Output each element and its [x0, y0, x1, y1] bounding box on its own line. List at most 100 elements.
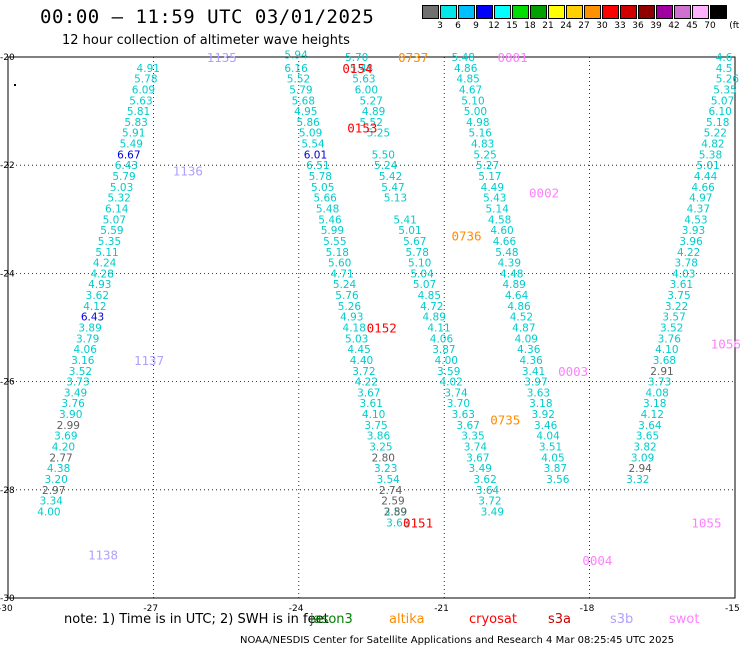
pass-number-label: 1136	[173, 164, 203, 179]
wave-height-value: 6.14	[105, 203, 129, 215]
wave-height-value: 4.05	[541, 452, 564, 464]
wave-height-value: 3.54	[376, 474, 400, 486]
wave-height-value: 3.49	[64, 387, 87, 399]
wave-height-value: 3.63	[386, 517, 409, 529]
wave-height-value: 3.09	[631, 452, 654, 464]
x-tick-label: -27	[143, 604, 158, 614]
wave-height-value: 5.91	[122, 128, 145, 140]
wave-height-value: 5.46	[318, 214, 342, 226]
wave-height-value: 5.05	[311, 182, 334, 194]
wave-height-value: 4.06	[430, 333, 454, 345]
wave-height-value: 4.60	[490, 225, 513, 237]
wave-height-value: 3.64	[476, 485, 500, 497]
wave-height-value: 4.00	[37, 506, 60, 518]
wave-height-value: 3.86	[367, 431, 391, 443]
wave-height-value: 5.18	[326, 247, 349, 259]
color-scale-unit: (ft)	[729, 21, 740, 31]
wave-height-value: 5.66	[313, 193, 337, 205]
wave-height-value: 3.68	[653, 355, 676, 367]
wave-height-value: 4.37	[687, 203, 710, 215]
pass-number-label: 1055	[691, 515, 721, 530]
pass-number-label: 0152	[367, 321, 397, 336]
wave-height-value: 4.85	[456, 74, 479, 86]
wave-height-value: 5.09	[299, 128, 322, 140]
wave-height-value: 3.51	[539, 442, 562, 454]
wave-height-value: 3.18	[643, 398, 666, 410]
wave-height-value: 3.82	[633, 442, 656, 454]
wave-height-value: 5.49	[120, 139, 143, 151]
wave-height-value: 5.11	[95, 247, 118, 259]
wave-height-value: 5.81	[127, 106, 150, 118]
wave-height-value: 4.38	[47, 463, 70, 475]
pass-number-label: 0153	[347, 120, 377, 135]
wave-height-value: 5.27	[476, 160, 499, 172]
wave-height-value: 4.48	[500, 268, 523, 280]
wave-height-value: 5.01	[696, 160, 719, 172]
color-scale-label: 42	[668, 21, 680, 31]
wave-height-value: 5.48	[452, 52, 475, 64]
wave-height-value: 4.95	[294, 106, 317, 118]
wave-height-value: 4.12	[641, 409, 664, 421]
pass-number-label: 0737	[398, 50, 428, 65]
wave-height-value: 3.34	[40, 496, 64, 508]
wave-height-value: 3.67	[456, 420, 479, 432]
pass-number-label: 0735	[490, 412, 520, 427]
wave-height-value: 5.83	[124, 117, 147, 129]
satellite-legend-jason3: jason3	[310, 612, 353, 627]
wave-height-value: 5.42	[379, 171, 402, 183]
wave-height-value: 2.59	[381, 496, 404, 508]
pass-number-label: 0001	[498, 50, 528, 65]
wave-height-value: 6.16	[284, 63, 308, 75]
footnote: note: 1) Time is in UTC; 2) SWH is in fe…	[64, 612, 329, 627]
color-swatch	[530, 5, 547, 19]
color-scale-label: 30	[596, 21, 608, 31]
wave-height-value: 2.77	[49, 452, 72, 464]
wave-height-value: 3.72	[478, 496, 501, 508]
pass-number-label: 1135	[207, 50, 237, 65]
wave-height-value: 4.58	[488, 214, 511, 226]
pass-number-label: 0154	[342, 61, 372, 76]
wave-height-value: 3.87	[544, 463, 567, 475]
wave-height-value: 5.48	[316, 203, 339, 215]
pass-number-label: 0151	[403, 515, 433, 530]
color-scale-label: 27	[578, 21, 590, 31]
wave-height-value: 6.43	[81, 312, 104, 324]
y-tick-label: -28	[0, 486, 15, 496]
wave-height-value: 4.09	[515, 333, 538, 345]
wave-height-value: 3.46	[534, 420, 558, 432]
pass-number-label: 0002	[529, 185, 559, 200]
wave-height-value: 4.89	[423, 312, 446, 324]
wave-height-value: 5.94	[284, 49, 308, 61]
wave-height-value: 3.92	[532, 409, 555, 421]
wave-height-value: 4.67	[459, 84, 482, 96]
color-swatch	[638, 5, 655, 19]
color-scale-label: 15	[506, 21, 518, 31]
wave-height-value: 4.6	[716, 52, 733, 64]
wave-height-value: 3.72	[352, 366, 375, 378]
wave-height-value: 4.66	[493, 236, 517, 248]
wave-height-value: 5.79	[112, 171, 135, 183]
wave-height-value: 4.82	[701, 139, 724, 151]
wave-height-value: 5.03	[345, 333, 368, 345]
wave-height-value: 5.16	[469, 128, 493, 140]
wave-height-value: 5.24	[333, 279, 357, 291]
wave-height-value: 2.94	[628, 463, 652, 475]
wave-height-value: 5.35	[713, 84, 736, 96]
wave-height-value: 5.07	[711, 95, 734, 107]
wave-height-value: 3.63	[527, 387, 550, 399]
wave-height-value: 2.91	[650, 366, 673, 378]
wave-height-value: 4.24	[93, 258, 117, 270]
satellite-legend-cryosat: cryosat	[469, 612, 517, 627]
wave-height-value: 5.47	[381, 182, 404, 194]
wave-height-value: 5.63	[129, 95, 152, 107]
wave-height-value: 5.60	[328, 258, 351, 270]
wave-height-value: 4.11	[427, 323, 450, 335]
color-swatch	[584, 5, 601, 19]
wave-height-value: 4.36	[519, 355, 543, 367]
color-swatch	[476, 5, 493, 19]
wave-height-value: 6.43	[115, 160, 138, 172]
wave-height-value: 5.14	[486, 203, 510, 215]
pass-number-label: 0004	[582, 553, 612, 568]
wave-height-value: 4.93	[88, 279, 111, 291]
wave-height-value: 4.72	[420, 301, 443, 313]
